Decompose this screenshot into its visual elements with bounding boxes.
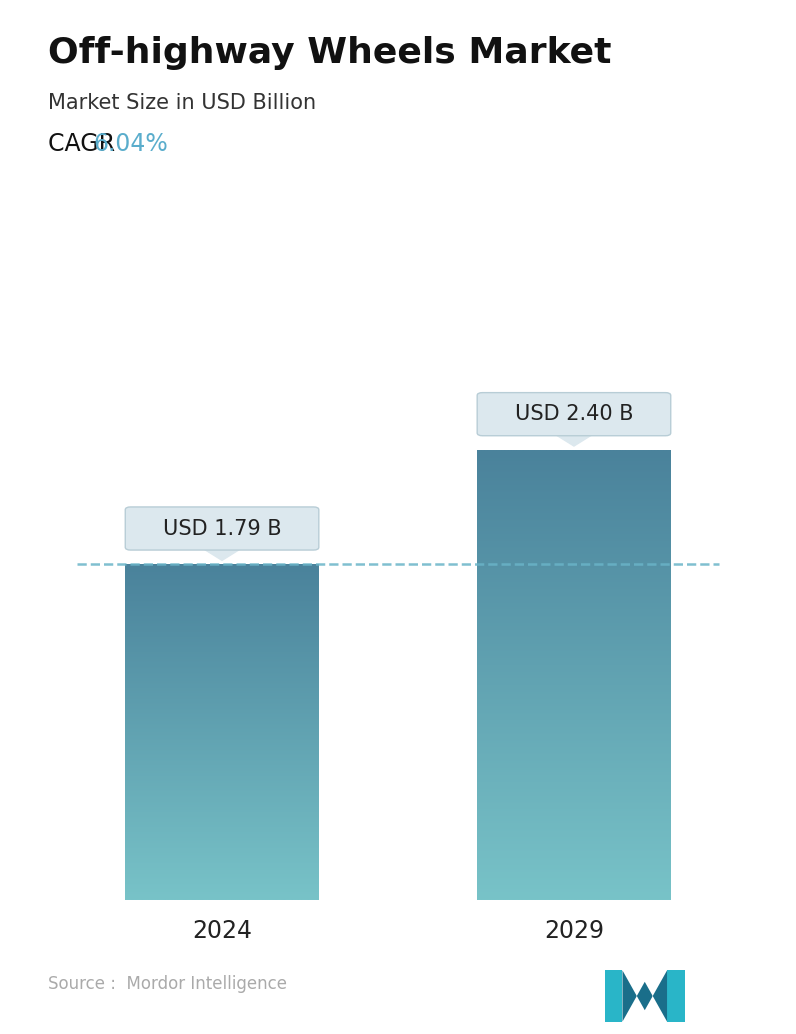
Polygon shape: [667, 970, 685, 1022]
Text: USD 2.40 B: USD 2.40 B: [515, 404, 633, 424]
Polygon shape: [605, 970, 622, 1022]
Text: Source :  Mordor Intelligence: Source : Mordor Intelligence: [48, 975, 287, 993]
FancyBboxPatch shape: [477, 393, 671, 435]
Text: USD 1.79 B: USD 1.79 B: [162, 518, 281, 539]
Polygon shape: [622, 970, 667, 1022]
Polygon shape: [201, 547, 243, 560]
Polygon shape: [553, 433, 595, 446]
Text: Market Size in USD Billion: Market Size in USD Billion: [48, 93, 316, 113]
Text: 6.04%: 6.04%: [94, 132, 168, 156]
Text: CAGR: CAGR: [48, 132, 123, 156]
Text: Off-highway Wheels Market: Off-highway Wheels Market: [48, 36, 611, 70]
FancyBboxPatch shape: [125, 507, 319, 550]
